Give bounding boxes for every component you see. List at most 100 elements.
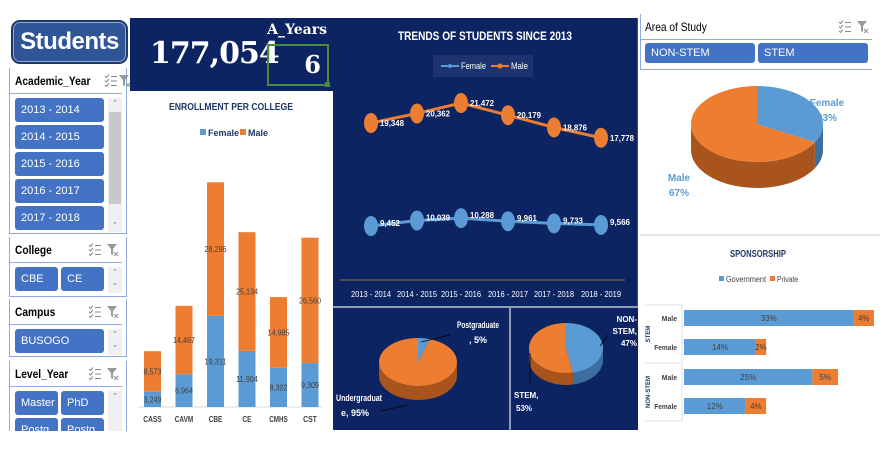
label-female-pct: 33% bbox=[817, 113, 837, 124]
total-students-value: 177,054 bbox=[150, 36, 280, 71]
stem-slice-non-stem[interactable] bbox=[566, 323, 604, 373]
slicer-item[interactable]: Postg... bbox=[15, 418, 58, 431]
multi-select-icon[interactable] bbox=[104, 73, 118, 89]
multi-select-icon[interactable] bbox=[86, 304, 104, 320]
marker-male[interactable] bbox=[410, 103, 424, 124]
legend-label-female: Female bbox=[461, 61, 486, 71]
slicer-item[interactable]: 2017 - 2018 bbox=[15, 206, 104, 230]
clear-filter-icon[interactable] bbox=[118, 73, 132, 89]
marker-female[interactable] bbox=[594, 214, 608, 235]
label-non-stem-pct: 47% bbox=[621, 339, 637, 348]
bar-government[interactable] bbox=[684, 310, 854, 326]
slicer-item[interactable]: STEM bbox=[758, 43, 868, 63]
level-slice-postgraduate[interactable] bbox=[418, 338, 431, 362]
sponsorship-chart-svg: SPONSORSHIP Government Private STEM NON-STEM… bbox=[645, 249, 874, 422]
bar-private[interactable] bbox=[745, 398, 767, 414]
x-tick-label: 2014 - 2015 bbox=[397, 289, 437, 299]
bar-private[interactable] bbox=[812, 369, 839, 385]
gender-pie-svg: Female 33% Male 67% bbox=[668, 86, 845, 199]
x-tick-label: CASS bbox=[143, 414, 162, 424]
scroll-down-icon[interactable]: ˇ bbox=[113, 344, 117, 354]
bar-private[interactable] bbox=[853, 310, 874, 326]
academic-years-value[interactable]: 6 bbox=[267, 44, 330, 87]
slicer-item[interactable]: BUSOGO bbox=[15, 329, 104, 353]
slicer-item[interactable]: 2014 - 2015 bbox=[15, 125, 104, 149]
label-female: Female bbox=[810, 98, 845, 109]
gender-slice-male[interactable] bbox=[691, 86, 815, 162]
slicer-item[interactable]: Master bbox=[15, 391, 58, 415]
slicer-item[interactable]: Postg... bbox=[61, 418, 104, 431]
x-tick-label: CMHS bbox=[269, 414, 288, 424]
scroll-up-icon[interactable]: ˆ bbox=[113, 99, 117, 109]
scroll-up-icon[interactable]: ˆ bbox=[113, 268, 117, 278]
data-label-female: 9,566 bbox=[610, 217, 630, 227]
multi-select-icon[interactable] bbox=[836, 19, 854, 35]
row-label: Female bbox=[654, 404, 677, 411]
level-slice-undergraduate[interactable] bbox=[379, 338, 457, 386]
academic-years-label: A_Years bbox=[267, 22, 327, 38]
slicer-scrollbar[interactable]: ˆˇ bbox=[108, 391, 122, 431]
label-non-stem: NON- bbox=[617, 315, 638, 324]
slicer-item[interactable]: PhD bbox=[61, 391, 104, 415]
data-label-male: 20,362 bbox=[426, 108, 450, 118]
row-label: Male bbox=[662, 375, 677, 382]
data-label-female: 9,452 bbox=[380, 218, 400, 228]
scroll-down-icon[interactable]: ˇ bbox=[108, 429, 122, 431]
marker-female[interactable] bbox=[364, 216, 378, 236]
scroll-down-icon[interactable]: ˇ bbox=[113, 221, 117, 231]
legend-label-government: Government bbox=[726, 275, 767, 284]
area-of-study-slicer: Area of Study NON-STEM STEM bbox=[640, 14, 872, 70]
bar-female-cmhs bbox=[270, 367, 287, 407]
marker-male[interactable] bbox=[364, 113, 378, 133]
scroll-up-icon[interactable]: ˆ bbox=[113, 392, 117, 402]
legend-label-private: Private bbox=[777, 275, 798, 284]
marker-female[interactable] bbox=[454, 208, 468, 229]
marker-male[interactable] bbox=[501, 105, 515, 126]
clear-filter-icon[interactable] bbox=[104, 366, 122, 382]
label-male-pct: 67% bbox=[669, 188, 689, 199]
slicer-item[interactable]: CBE bbox=[15, 267, 58, 291]
bar-government[interactable] bbox=[684, 339, 756, 355]
marker-male[interactable] bbox=[547, 117, 561, 138]
multi-select-icon[interactable] bbox=[86, 242, 104, 258]
scroll-down-icon[interactable]: ˇ bbox=[113, 282, 117, 292]
marker-female[interactable] bbox=[547, 213, 561, 234]
slicer-item[interactable]: 2013 - 2014 bbox=[15, 98, 104, 122]
slicer-item[interactable]: CE bbox=[61, 267, 104, 291]
x-tick-label: CST bbox=[303, 414, 317, 424]
slicer-label: College bbox=[15, 242, 52, 257]
clear-filter-icon[interactable] bbox=[854, 19, 872, 35]
clear-filter-icon[interactable] bbox=[104, 304, 122, 320]
gender-slice-side bbox=[814, 124, 823, 169]
multi-select-icon[interactable] bbox=[86, 366, 104, 382]
marker-male[interactable] bbox=[454, 93, 468, 114]
legend-marker-male bbox=[497, 63, 503, 69]
marker-male[interactable] bbox=[594, 127, 608, 148]
label-undergraduate-pct: e, 95% bbox=[341, 408, 369, 418]
data-label-female: 19,311 bbox=[205, 356, 227, 366]
clear-filter-icon[interactable] bbox=[104, 242, 122, 258]
scroll-thumb[interactable] bbox=[109, 112, 121, 204]
slicer-item[interactable]: NON-STEM bbox=[645, 43, 755, 63]
leader-line bbox=[599, 334, 609, 347]
chart-title: SPONSORSHIP bbox=[730, 249, 786, 260]
enrollment-chart-svg: ENROLLMENT PER COLLEGE Female Male 3,249 8,5… bbox=[138, 102, 322, 424]
slicer-item[interactable]: 2016 - 2017 bbox=[15, 179, 104, 203]
bar-male-cavm bbox=[175, 305, 193, 375]
bar-female-ce bbox=[238, 350, 256, 407]
bar-male-cst bbox=[301, 237, 319, 364]
marker-female[interactable] bbox=[501, 211, 515, 232]
bar-government[interactable] bbox=[684, 398, 746, 414]
gender-slice-female[interactable] bbox=[757, 86, 823, 143]
bar-government[interactable] bbox=[684, 369, 813, 385]
marker-female[interactable] bbox=[410, 210, 424, 231]
scroll-up-icon[interactable]: ˆ bbox=[113, 330, 117, 340]
data-label-government: 12% bbox=[707, 402, 723, 411]
slicer-items: NON-STEM STEM bbox=[641, 40, 872, 63]
bar-private[interactable] bbox=[755, 339, 767, 355]
slicer-item[interactable]: 2015 - 2016 bbox=[15, 152, 104, 176]
stem-slice-stem[interactable] bbox=[529, 323, 573, 373]
